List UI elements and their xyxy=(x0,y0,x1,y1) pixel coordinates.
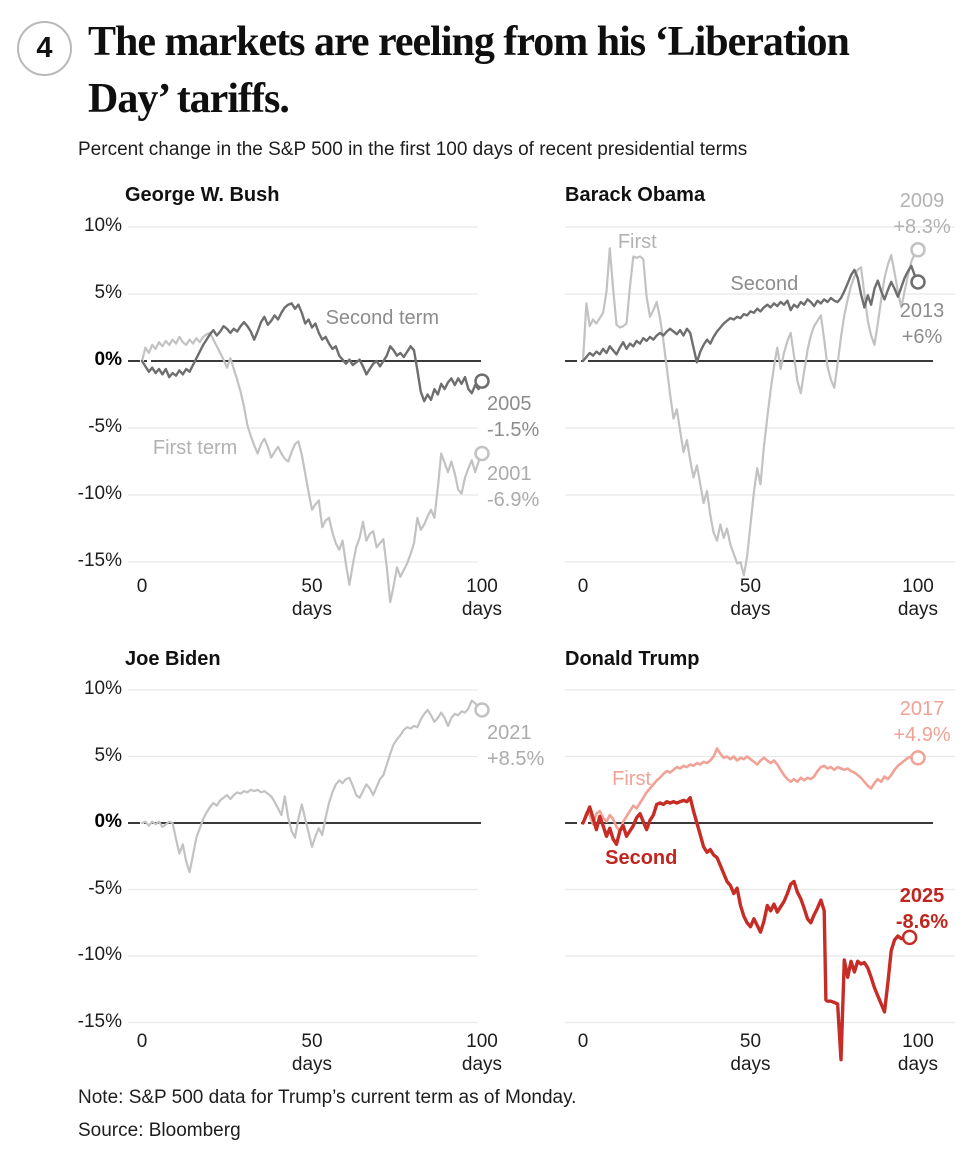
headline: The markets are reeling from his ‘Libera… xyxy=(88,14,850,128)
y-tick-label: 10% xyxy=(83,215,122,236)
line-george-w-bush-first-term-2001 xyxy=(140,331,484,604)
endpoint-annotation-2021: 2021 +8.5% xyxy=(487,721,545,770)
headline-line-1: The markets are reeling from his ‘Libera… xyxy=(88,19,850,65)
endpoint-annotation-2017: 2017 +4.9% xyxy=(893,697,951,746)
x-tick-label: 50 xyxy=(301,1031,323,1052)
endpoint-marker-2009 xyxy=(910,242,926,258)
endpoint-annotation-2025: 2025 -8.6% xyxy=(895,885,949,934)
x-tick-sublabel: days xyxy=(730,599,771,620)
panel-title-george-w-bush: George W. Bush xyxy=(125,184,280,206)
x-tick-sublabel: days xyxy=(461,1054,503,1075)
chart-note: Note: S&P 500 data for Trump’s current t… xyxy=(78,1087,577,1108)
y-tick-label: -5% xyxy=(88,877,122,899)
endpoint-marker-2025 xyxy=(901,929,918,946)
x-tick-label: 100 xyxy=(466,576,498,597)
series-label-second: Second xyxy=(605,846,678,869)
x-tick-label: 0 xyxy=(136,576,148,597)
series-label-second: Second xyxy=(730,272,799,295)
x-tick-sublabel: days xyxy=(291,599,333,620)
x-tick-label: 0 xyxy=(136,1031,148,1052)
y-tick-label: 5% xyxy=(94,744,122,766)
x-tick-label: 50 xyxy=(739,1031,762,1052)
series-label-first: First xyxy=(617,231,657,254)
x-tick-sublabel: days xyxy=(461,599,503,620)
y-tick-label: -10% xyxy=(77,483,122,504)
line-barack-obama-second-2013 xyxy=(581,264,920,364)
series-label-second-term: Second term xyxy=(325,307,439,330)
line-donald-trump-first-2017 xyxy=(581,747,920,833)
endpoint-annotation-2001: 2001 -6.9% xyxy=(487,463,540,512)
line-barack-obama-first-2009 xyxy=(581,247,920,577)
line-joe-biden-first-term-2021 xyxy=(140,699,484,874)
endpoint-marker-2021 xyxy=(474,702,490,718)
endpoint-marker-2017 xyxy=(910,750,926,766)
chart-subtitle: Percent change in the S&P 500 in the fir… xyxy=(78,139,748,160)
x-tick-label: 100 xyxy=(902,576,934,597)
chart-source: Source: Bloomberg xyxy=(78,1120,241,1141)
x-tick-label: 100 xyxy=(902,1031,934,1052)
endpoint-annotation-2013: 2013 +6% xyxy=(899,299,945,348)
item-number: 4 xyxy=(36,32,53,64)
x-tick-label: 0 xyxy=(577,1031,589,1052)
y-tick-label: -5% xyxy=(88,416,122,437)
series-label-first: First xyxy=(612,768,652,791)
y-tick-label: -15% xyxy=(77,1010,122,1032)
x-tick-label: 100 xyxy=(466,1031,498,1052)
x-tick-label: 50 xyxy=(301,576,323,597)
x-tick-label: 0 xyxy=(577,576,589,597)
endpoint-annotation-2009: 2009 +8.3% xyxy=(893,189,951,238)
x-tick-label: 50 xyxy=(739,576,762,597)
y-tick-label: 10% xyxy=(83,678,122,699)
x-tick-sublabel: days xyxy=(730,1054,771,1075)
endpoint-annotation-2005: 2005 -1.5% xyxy=(487,393,540,442)
endpoint-marker-2013 xyxy=(910,274,926,290)
y-tick-label: -15% xyxy=(77,550,122,571)
y-tick-label: -10% xyxy=(77,944,122,965)
headline-line-2: Day’ tariffs. xyxy=(88,76,290,122)
panel-title-barack-obama: Barack Obama xyxy=(565,184,706,206)
x-tick-sublabel: days xyxy=(291,1054,333,1075)
endpoint-marker-2005 xyxy=(474,373,490,389)
x-tick-sublabel: days xyxy=(897,1054,939,1075)
endpoint-marker-2001 xyxy=(474,445,490,462)
y-tick-label: 5% xyxy=(94,282,122,303)
series-label-first-term: First term xyxy=(152,437,238,460)
y-tick-label: 0% xyxy=(94,811,122,832)
item-number-badge: 4 xyxy=(17,21,72,76)
panel-title-joe-biden: Joe Biden xyxy=(125,648,221,670)
line-donald-trump-second-2025 xyxy=(581,796,907,1062)
line-george-w-bush-second-term-2005 xyxy=(140,302,484,403)
panel-title-donald-trump: Donald Trump xyxy=(565,648,700,670)
x-tick-sublabel: days xyxy=(897,599,939,620)
y-tick-label: 0% xyxy=(94,349,122,370)
